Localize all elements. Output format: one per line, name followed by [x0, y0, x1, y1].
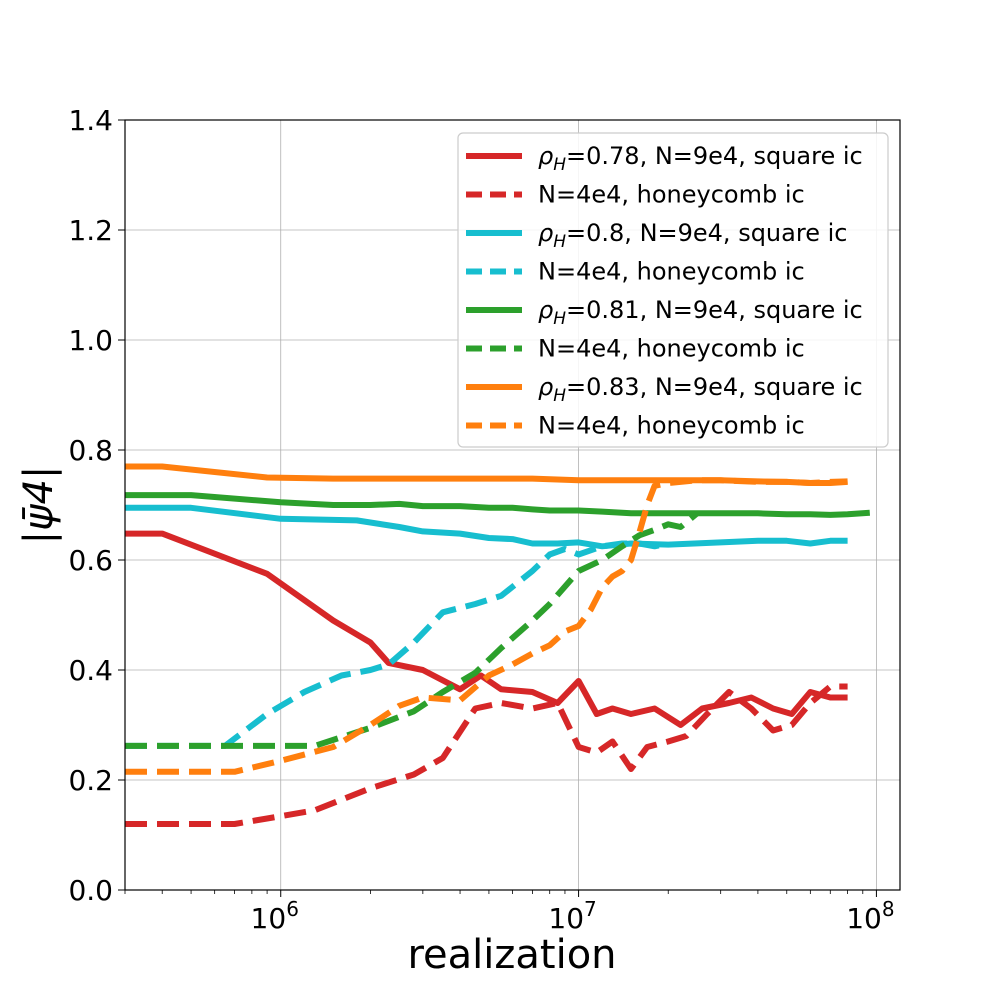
- series-line-2: [125, 504, 848, 550]
- legend-entry-6: ρH=0.83, N=9e4, square ic: [538, 373, 863, 406]
- ticks: 0.0 0.2 0.4 0.6 0.8 1.0 1.2 1.4 106 107 108: [68, 104, 894, 935]
- y-tick-label: 1.0: [68, 324, 113, 357]
- y-axis-label: |ψ̄4|: [16, 466, 62, 545]
- series-line-1: [125, 683, 848, 827]
- x-tick-label: 107: [548, 897, 596, 935]
- series-line-3: [125, 540, 669, 749]
- y-tick-label: 0.6: [68, 544, 113, 577]
- series-line-0: [125, 530, 848, 728]
- y-tick-label: 0.4: [68, 654, 113, 687]
- y-tick-label: 1.2: [68, 214, 113, 247]
- series-line-4: [125, 492, 871, 518]
- y-axis-label-text: |ψ̄4|: [16, 466, 62, 545]
- legend-entry-4: ρH=0.81, N=9e4, square ic: [538, 296, 863, 329]
- legend-box: [457, 132, 889, 448]
- y-tick-label: 0.0: [68, 874, 113, 907]
- legend: ρH=0.78, N=9e4, square ic N=4e4, honeycom…: [457, 132, 889, 448]
- y-tick-label: 0.2: [68, 764, 113, 797]
- x-tick-label: 108: [846, 897, 894, 935]
- series-layer: [125, 463, 871, 827]
- series-line-6: [125, 463, 848, 486]
- legend-entry-2: ρH=0.8, N=9e4, square ic: [538, 219, 847, 252]
- y-tick-label: 1.4: [68, 104, 113, 137]
- x-axis-label: realization: [407, 932, 616, 978]
- legend-entry-0: ρH=0.78, N=9e4, square ic: [538, 142, 863, 175]
- legend-entry-7: N=4e4, honeycomb ic: [538, 412, 805, 440]
- legend-entry-1: N=4e4, honeycomb ic: [538, 181, 805, 209]
- y-tick-label: 0.8: [68, 434, 113, 467]
- series-line-7: [125, 477, 848, 775]
- legend-entry-5: N=4e4, honeycomb ic: [538, 335, 805, 363]
- x-tick-label: 106: [251, 897, 299, 935]
- legend-entry-3: N=4e4, honeycomb ic: [538, 258, 805, 286]
